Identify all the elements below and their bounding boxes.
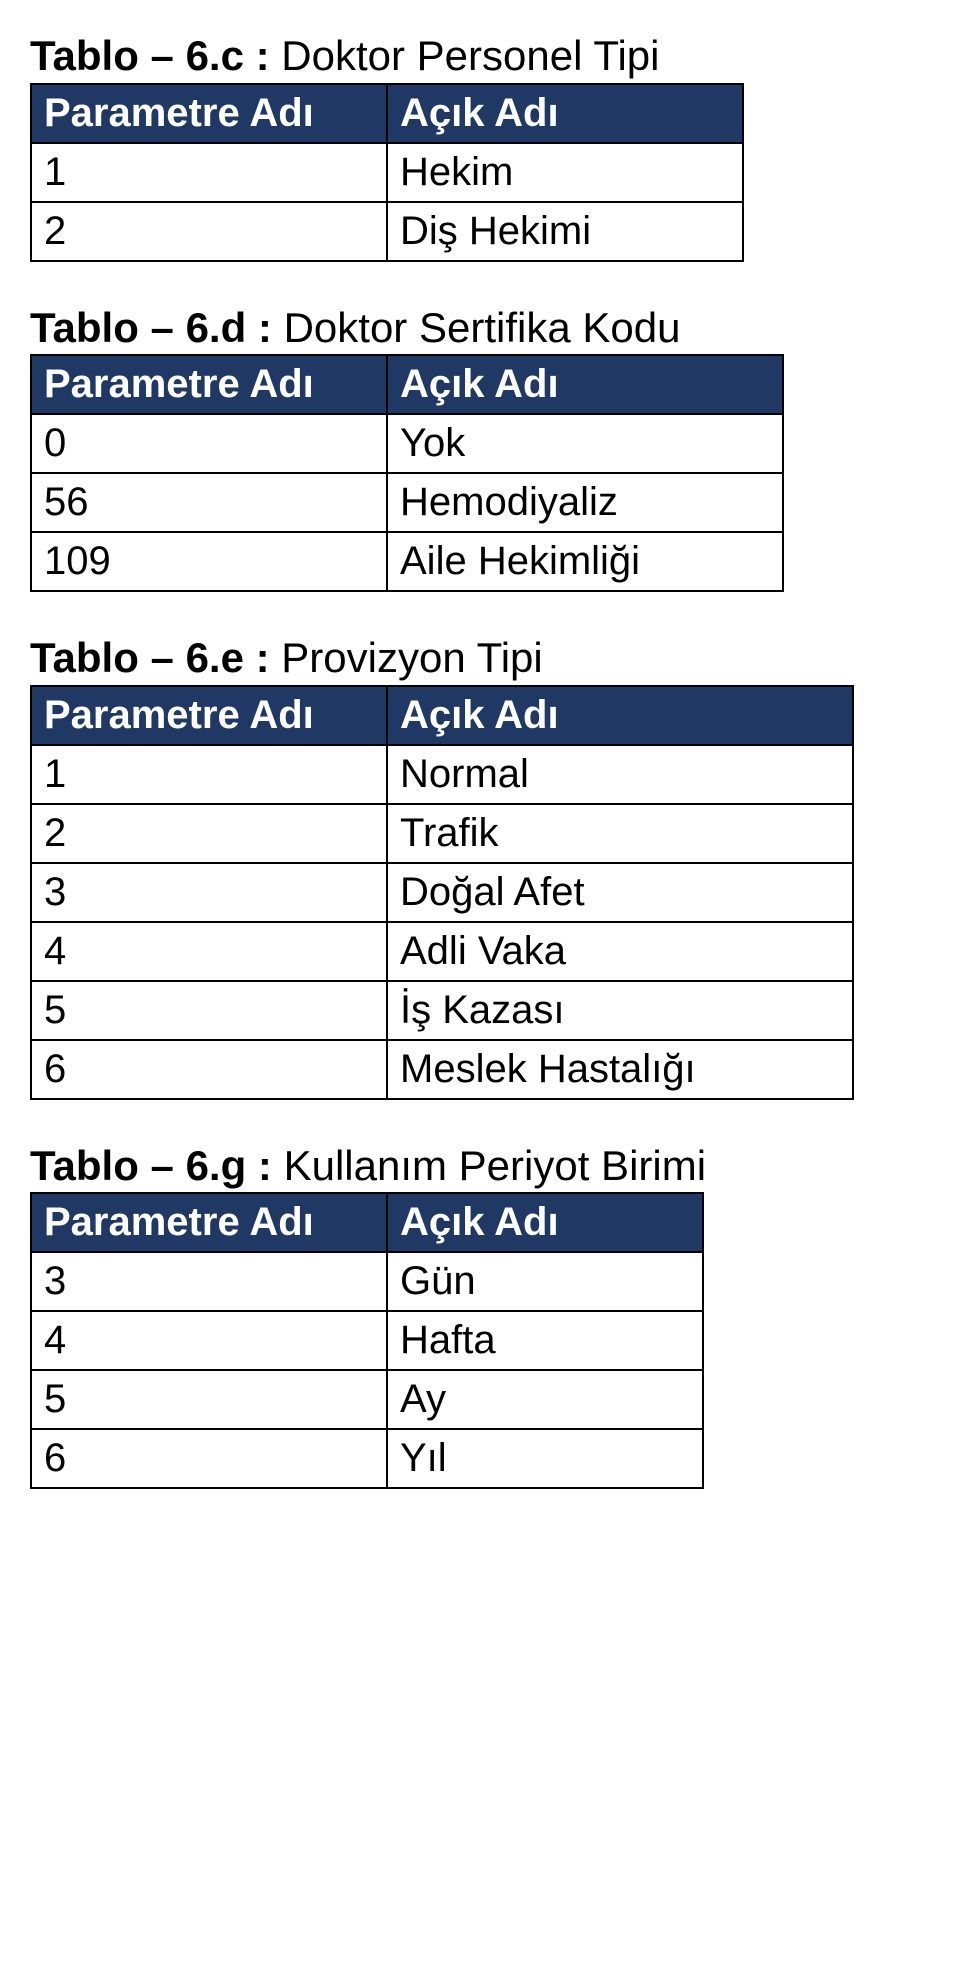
value-cell: İş Kazası	[387, 981, 853, 1040]
value-cell: Yıl	[387, 1429, 703, 1488]
param-cell: 4	[31, 1311, 387, 1370]
table-6d-caption: Tablo – 6.d : Doktor Sertifika Kodu	[30, 302, 960, 355]
table-row: 5 Ay	[31, 1370, 703, 1429]
table-row: 1 Hekim	[31, 143, 743, 202]
table-row: 4 Hafta	[31, 1311, 703, 1370]
table-6d: Parametre Adı Açık Adı 0 Yok 56 Hemodiya…	[30, 354, 784, 592]
table-6e-caption: Tablo – 6.e : Provizyon Tipi	[30, 632, 960, 685]
table-row: 6 Yıl	[31, 1429, 703, 1488]
table-row: 3 Gün	[31, 1252, 703, 1311]
col-parametre-adi: Parametre Adı	[31, 1193, 387, 1252]
value-cell: Hafta	[387, 1311, 703, 1370]
table-6e-block: Tablo – 6.e : Provizyon Tipi Parametre A…	[30, 632, 960, 1100]
value-cell: Meslek Hastalığı	[387, 1040, 853, 1099]
table-row: 3 Doğal Afet	[31, 863, 853, 922]
param-cell: 2	[31, 202, 387, 261]
table-6g-caption: Tablo – 6.g : Kullanım Periyot Birimi	[30, 1140, 960, 1193]
table-row: 56 Hemodiyaliz	[31, 473, 783, 532]
value-cell: Ay	[387, 1370, 703, 1429]
caption-rest: Kullanım Periyot Birimi	[272, 1142, 706, 1189]
table-6g: Parametre Adı Açık Adı 3 Gün 4 Hafta 5 A…	[30, 1192, 704, 1489]
table-6e: Parametre Adı Açık Adı 1 Normal 2 Trafik…	[30, 685, 854, 1100]
table-6g-block: Tablo – 6.g : Kullanım Periyot Birimi Pa…	[30, 1140, 960, 1490]
table-header-row: Parametre Adı Açık Adı	[31, 84, 743, 143]
table-6c: Parametre Adı Açık Adı 1 Hekim 2 Diş Hek…	[30, 83, 744, 262]
col-parametre-adi: Parametre Adı	[31, 84, 387, 143]
caption-bold: Tablo – 6.e :	[30, 634, 270, 681]
value-cell: Diş Hekimi	[387, 202, 743, 261]
table-row: 1 Normal	[31, 745, 853, 804]
param-cell: 2	[31, 804, 387, 863]
table-row: 109 Aile Hekimliği	[31, 532, 783, 591]
param-cell: 3	[31, 863, 387, 922]
col-acik-adi: Açık Adı	[387, 1193, 703, 1252]
param-cell: 56	[31, 473, 387, 532]
table-row: 2 Trafik	[31, 804, 853, 863]
table-6c-caption: Tablo – 6.c : Doktor Personel Tipi	[30, 30, 960, 83]
value-cell: Adli Vaka	[387, 922, 853, 981]
caption-rest: Doktor Personel Tipi	[270, 32, 660, 79]
table-header-row: Parametre Adı Açık Adı	[31, 1193, 703, 1252]
caption-rest: Doktor Sertifika Kodu	[272, 304, 681, 351]
param-cell: 5	[31, 981, 387, 1040]
value-cell: Trafik	[387, 804, 853, 863]
col-parametre-adi: Parametre Adı	[31, 355, 387, 414]
param-cell: 6	[31, 1040, 387, 1099]
table-6d-block: Tablo – 6.d : Doktor Sertifika Kodu Para…	[30, 302, 960, 593]
caption-rest: Provizyon Tipi	[270, 634, 543, 681]
table-row: 6 Meslek Hastalığı	[31, 1040, 853, 1099]
param-cell: 6	[31, 1429, 387, 1488]
param-cell: 1	[31, 745, 387, 804]
table-header-row: Parametre Adı Açık Adı	[31, 355, 783, 414]
col-acik-adi: Açık Adı	[387, 84, 743, 143]
col-parametre-adi: Parametre Adı	[31, 686, 387, 745]
param-cell: 1	[31, 143, 387, 202]
col-acik-adi: Açık Adı	[387, 686, 853, 745]
table-header-row: Parametre Adı Açık Adı	[31, 686, 853, 745]
caption-bold: Tablo – 6.c :	[30, 32, 270, 79]
param-cell: 4	[31, 922, 387, 981]
table-6c-block: Tablo – 6.c : Doktor Personel Tipi Param…	[30, 30, 960, 262]
value-cell: Gün	[387, 1252, 703, 1311]
param-cell: 3	[31, 1252, 387, 1311]
value-cell: Hemodiyaliz	[387, 473, 783, 532]
param-cell: 109	[31, 532, 387, 591]
table-row: 2 Diş Hekimi	[31, 202, 743, 261]
value-cell: Hekim	[387, 143, 743, 202]
param-cell: 5	[31, 1370, 387, 1429]
value-cell: Normal	[387, 745, 853, 804]
table-row: 4 Adli Vaka	[31, 922, 853, 981]
table-row: 5 İş Kazası	[31, 981, 853, 1040]
value-cell: Doğal Afet	[387, 863, 853, 922]
caption-bold: Tablo – 6.d :	[30, 304, 272, 351]
caption-bold: Tablo – 6.g :	[30, 1142, 272, 1189]
col-acik-adi: Açık Adı	[387, 355, 783, 414]
param-cell: 0	[31, 414, 387, 473]
table-row: 0 Yok	[31, 414, 783, 473]
value-cell: Yok	[387, 414, 783, 473]
value-cell: Aile Hekimliği	[387, 532, 783, 591]
